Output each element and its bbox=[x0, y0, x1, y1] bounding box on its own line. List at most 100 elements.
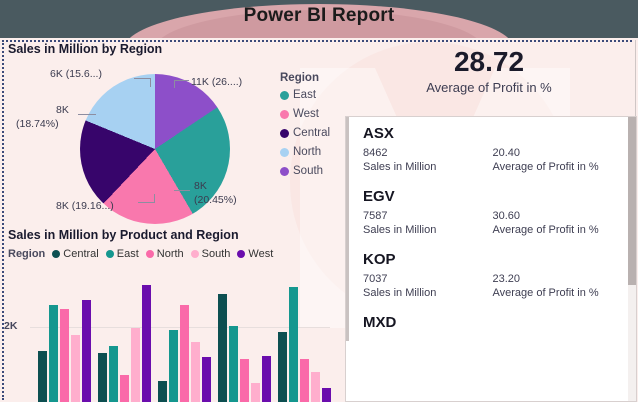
bar-mxd-east[interactable] bbox=[169, 329, 178, 402]
list-item-sales-caption: Sales in Million bbox=[363, 287, 437, 299]
bar-kop-central[interactable] bbox=[278, 331, 287, 402]
pie-leader-south bbox=[134, 78, 150, 79]
pie-legend-item-west[interactable]: West bbox=[280, 108, 330, 120]
bar-mxd-north[interactable] bbox=[180, 304, 189, 402]
bar-group-egv[interactable] bbox=[218, 274, 273, 402]
pie-legend-item-label: South bbox=[293, 165, 324, 177]
bar-legend-item-west[interactable]: West bbox=[237, 248, 273, 260]
list-item-profit-value: 20.40 bbox=[492, 147, 521, 159]
bar-mxd-west[interactable] bbox=[202, 357, 211, 402]
pie-label-west: 8K bbox=[194, 180, 207, 192]
bar-skb-north[interactable] bbox=[60, 309, 69, 402]
bar-chart-plot[interactable]: 0K2KSKBASXMXDEGVKOP bbox=[4, 274, 333, 402]
bar-group-skb[interactable] bbox=[38, 274, 93, 402]
pie-legend-title: Region bbox=[280, 72, 319, 84]
bar-egv-west[interactable] bbox=[262, 355, 271, 402]
bar-legend-item-east[interactable]: East bbox=[105, 248, 139, 260]
pie-legend-item-label: East bbox=[293, 89, 317, 101]
pie-chart-slices[interactable] bbox=[80, 74, 230, 224]
bar-legend-item-central[interactable]: Central bbox=[52, 248, 99, 260]
bar-egv-central[interactable] bbox=[218, 293, 227, 402]
bar-legend-item-south[interactable]: South bbox=[190, 248, 231, 260]
pie-leader-central-v bbox=[154, 194, 155, 203]
bar-skb-west[interactable] bbox=[82, 300, 91, 402]
pie-legend-items[interactable]: East West Central North South bbox=[280, 89, 330, 177]
product-list-scrollbar-thumb[interactable] bbox=[628, 117, 636, 285]
list-item-profit-caption: Average of Profit in % bbox=[492, 287, 599, 299]
pie-label-north-pct: (18.74%) bbox=[16, 118, 59, 130]
bar-legend-item-north[interactable]: North bbox=[145, 248, 184, 260]
list-item-sales-caption: Sales in Million bbox=[363, 161, 437, 173]
pie-label-east: 11K (26....) bbox=[191, 76, 243, 88]
bar-group-asx[interactable] bbox=[98, 274, 153, 402]
list-item-name: KOP bbox=[363, 251, 396, 268]
bar-asx-north[interactable] bbox=[120, 374, 129, 402]
bar-legend-item-label: East bbox=[116, 248, 139, 260]
bar-kop-south[interactable] bbox=[311, 372, 320, 402]
list-item[interactable]: ASX 8462 Sales in Million 20.40 Average of P… bbox=[346, 117, 636, 180]
bar-asx-east[interactable] bbox=[109, 346, 118, 402]
bar-egv-north[interactable] bbox=[240, 359, 249, 402]
bar-asx-south[interactable] bbox=[131, 328, 140, 402]
bar-asx-west[interactable] bbox=[142, 284, 151, 402]
pie-legend-item-central[interactable]: Central bbox=[280, 127, 330, 139]
list-item[interactable]: EGV 7587 Sales in Million 30.60 Average of P… bbox=[346, 180, 636, 243]
bar-legend-item-label: Central bbox=[63, 248, 99, 260]
bar-skb-south[interactable] bbox=[71, 335, 80, 402]
list-item-name: MXD bbox=[363, 314, 397, 331]
bar-mxd-south[interactable] bbox=[191, 341, 200, 402]
bar-chart-legend[interactable]: Region Central East North South West bbox=[8, 248, 280, 260]
bar-group-mxd[interactable] bbox=[158, 274, 213, 402]
kpi-card[interactable]: 28.72 Average of Profit in % bbox=[345, 46, 633, 108]
list-item-sales-value: 8462 bbox=[363, 147, 388, 159]
list-item[interactable]: KOP 7037 Sales in Million 23.20 Average of P… bbox=[346, 243, 636, 306]
legend-swatch-icon bbox=[105, 250, 114, 258]
list-item-profit-caption: Average of Profit in % bbox=[492, 161, 599, 173]
pie-leader-east bbox=[174, 80, 189, 81]
pie-legend-item-east[interactable]: East bbox=[280, 89, 330, 101]
list-item-profit-value: 23.20 bbox=[492, 273, 521, 285]
legend-swatch-icon bbox=[190, 250, 199, 258]
legend-swatch-icon bbox=[280, 109, 289, 119]
product-list-scrollbar[interactable] bbox=[628, 117, 636, 401]
list-item-name: EGV bbox=[363, 188, 395, 205]
bar-skb-central[interactable] bbox=[38, 350, 47, 402]
pie-leader-south-v bbox=[150, 78, 151, 87]
bar-skb-east[interactable] bbox=[49, 304, 58, 402]
pie-label-west-pct: (20.45%) bbox=[194, 194, 237, 206]
pie-label-north: 8K bbox=[56, 104, 69, 116]
pie-chart-visual[interactable]: 6K (15.6...) 11K (26....) 8K (18.74%) 8K… bbox=[8, 42, 338, 228]
list-item-profit-value: 30.60 bbox=[492, 210, 521, 222]
report-banner bbox=[0, 0, 638, 38]
bar-legend-item-label: West bbox=[248, 248, 274, 260]
legend-swatch-icon bbox=[280, 147, 289, 157]
pie-legend-item-label: West bbox=[293, 108, 319, 120]
bar-egv-east[interactable] bbox=[229, 325, 238, 402]
page-title: Power BI Report bbox=[243, 5, 395, 26]
bar-asx-central[interactable] bbox=[98, 352, 107, 402]
product-list-card[interactable]: ASX 8462 Sales in Million 20.40 Average of P… bbox=[345, 116, 637, 402]
bar-mxd-central[interactable] bbox=[158, 381, 167, 402]
product-list-items[interactable]: ASX 8462 Sales in Million 20.40 Average of P… bbox=[346, 117, 636, 341]
bar-kop-west[interactable] bbox=[322, 387, 331, 402]
pie-chart-title: Sales in Million by Region bbox=[8, 42, 163, 56]
list-item[interactable]: MXD bbox=[346, 306, 636, 341]
list-item-sales-caption: Sales in Million bbox=[363, 224, 437, 236]
bar-group-kop[interactable] bbox=[278, 274, 333, 402]
bar-y-tick: 2K bbox=[4, 319, 18, 332]
legend-swatch-icon bbox=[145, 250, 154, 258]
legend-swatch-icon bbox=[280, 90, 289, 100]
bar-kop-north[interactable] bbox=[300, 359, 309, 402]
kpi-value: 28.72 bbox=[453, 46, 525, 77]
legend-swatch-icon bbox=[237, 250, 246, 258]
bar-egv-south[interactable] bbox=[251, 383, 260, 402]
bar-legend-item-label: South bbox=[201, 248, 231, 260]
pie-chart-plot[interactable] bbox=[80, 74, 230, 224]
pie-leader-east-v bbox=[174, 80, 175, 88]
pie-legend-item-label: Central bbox=[293, 127, 331, 139]
pie-chart-legend[interactable]: Region East West Central North South bbox=[280, 72, 330, 184]
bar-kop-east[interactable] bbox=[289, 287, 298, 402]
pie-legend-item-south[interactable]: South bbox=[280, 165, 330, 177]
pie-legend-item-north[interactable]: North bbox=[280, 146, 330, 158]
bar-legend-items[interactable]: Central East North South West bbox=[52, 248, 280, 260]
